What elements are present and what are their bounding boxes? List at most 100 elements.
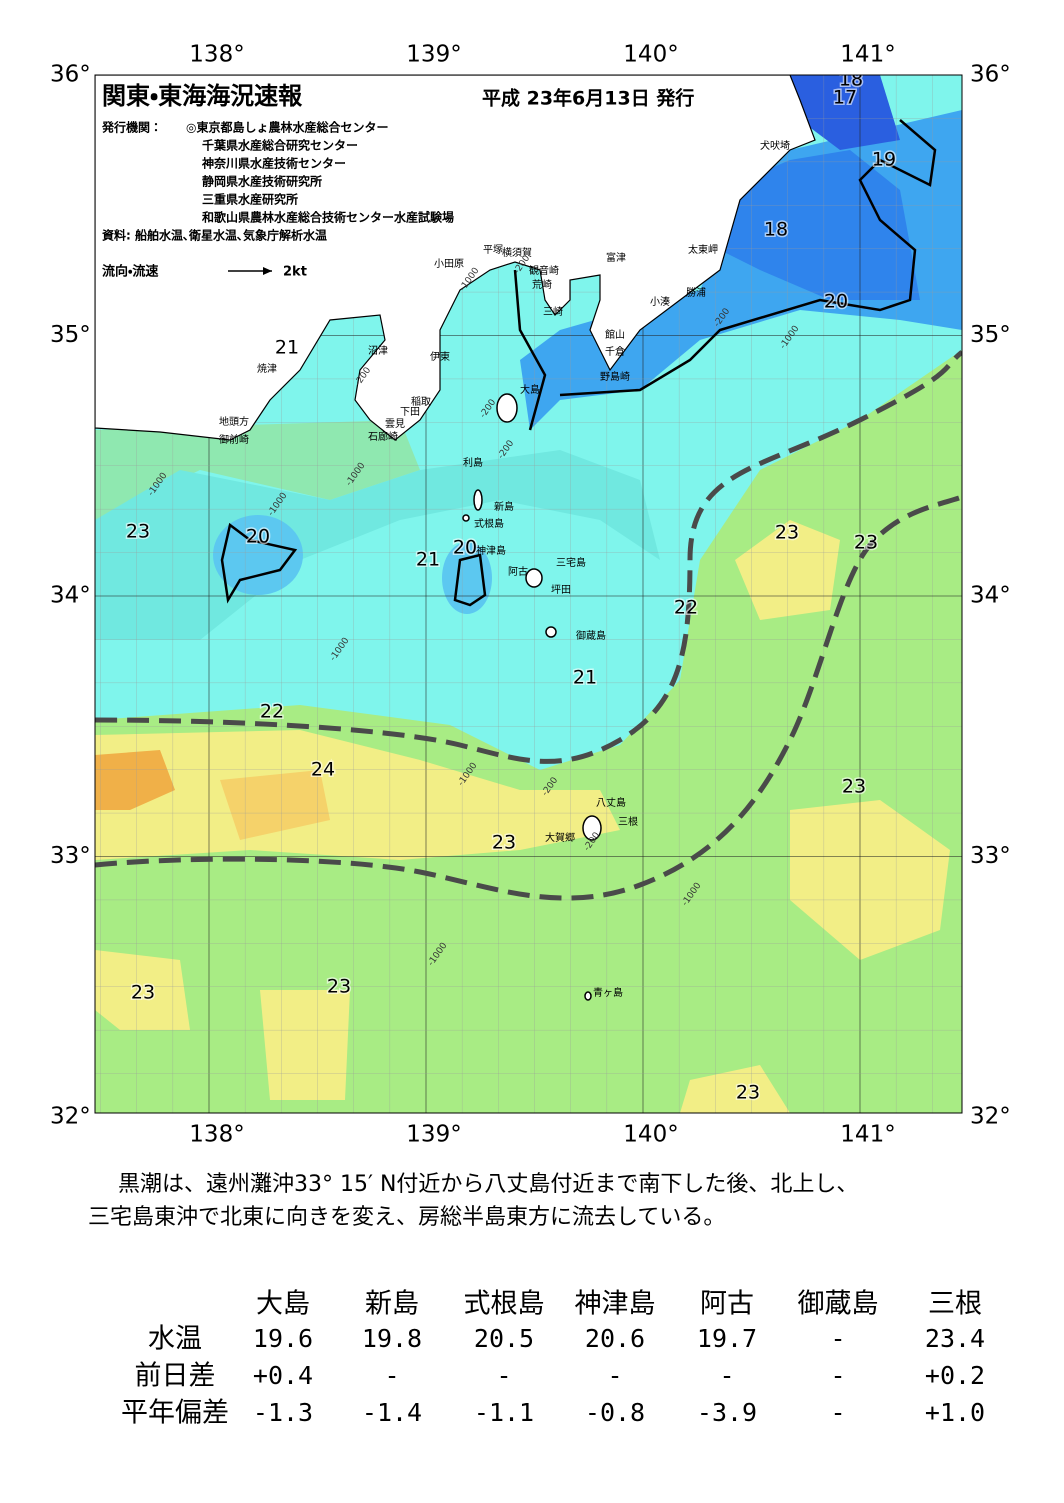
sea-23-warm [260,990,350,1100]
land [95,75,816,441]
place-name: 小田原 [434,258,464,270]
legend-label: 流向・流速 [102,264,158,280]
place-name: 利島 [463,456,483,469]
publisher: 千葉県水産総合研究センター [202,138,358,153]
island [545,626,557,638]
sea-23-warm [680,1065,790,1113]
cell: 19.8 [362,1324,422,1353]
place-name: 稲取 [411,396,431,408]
sea-25 [95,750,175,810]
publishers-label: 発行機関： [101,120,162,135]
publisher: 神奈川県水産技術センター [201,156,346,171]
issue-date: 平成 23年6月13日 発行 [482,87,694,110]
place-name: 犬吠埼 [760,139,790,152]
cell: -1.1 [474,1398,534,1427]
place-name: 地頭方 [219,415,249,428]
island [496,393,518,423]
lat-label: 35° [50,322,91,348]
sea-18 [720,150,920,300]
title-bg [98,82,428,110]
lon-label: 139° [406,42,461,68]
cell: - [830,1398,845,1427]
place-name: 沼津 [368,344,388,357]
lon-label: 138° [189,1122,244,1148]
column-header: 三根 [928,1289,982,1320]
legend-speed: 2kt [283,265,307,280]
sea-17 [790,75,900,150]
place-name: 坪田 [551,583,571,596]
cell: - [830,1361,845,1390]
cell: -1.4 [362,1398,422,1427]
place-name: 神津島 [476,544,506,557]
place-name: 太東岬 [688,243,718,256]
column-header: 御蔵島 [798,1289,879,1320]
isotherm-label: 22 [260,701,284,723]
isotherm-label: 21 [416,549,440,571]
isotherm-label: 24 [311,759,335,781]
sea-22 [95,420,420,520]
publisher: ◎東京都島しょ農林水産総合センター [186,120,388,135]
title: 関東・東海海況速報 [102,82,303,110]
row-label: 水温 [148,1324,202,1355]
isotherm-label: 21 [275,337,299,359]
isotherm-label: 23 [736,1082,760,1104]
isotherm-20 [220,522,298,604]
place-name: 大賀郷 [545,831,575,844]
column-header: 阿古 [700,1289,754,1320]
isotherm-label: 18 [839,69,863,91]
lon-label: 138° [189,42,244,68]
lat-label: 36° [50,62,91,88]
isotherm-label: 20 [246,526,270,548]
place-name: 御蔵島 [576,629,606,642]
cell: 19.6 [253,1324,313,1353]
lat-label: 33° [970,843,1011,869]
place-name: 下田 [400,407,420,418]
lon-label: 141° [840,1122,895,1148]
lat-label: 33° [50,843,91,869]
isotherm-20 [513,269,547,431]
lat-label: 34° [970,583,1011,609]
place-name: 千倉 [605,346,625,358]
kuroshio-axis [95,350,962,764]
isotherm-label: 23 [131,982,155,1004]
place-name: 阿古 [508,565,528,578]
sea-23-warm [95,950,190,1030]
place-name: 伊東 [430,350,450,363]
isotherm-label: 23 [327,976,351,998]
place-name: 三根 [618,815,638,828]
publisher: 和歌山県農林水産総合技術センター水産試験場 [201,210,454,225]
place-name: 観音崎 [529,264,559,277]
summary: 黒潮は、遠州灘沖33° 15′ N付近から八丈島付近まで南下した後、北上し、三宅… [88,1172,858,1230]
cell: -3.9 [697,1398,757,1427]
kuroshio-axis [95,494,962,901]
cell: 23.4 [925,1324,985,1353]
isotherm-label: 22 [674,597,698,619]
island [525,568,543,588]
place-name: 新島 [494,500,514,513]
lon-label: 139° [406,1122,461,1148]
isotherm-label: 23 [126,521,150,543]
summary-line: 黒潮は、遠州灘沖33° 15′ N付近から八丈島付近まで南下した後、北上し、 [118,1172,858,1197]
lon-label: 141° [840,42,895,68]
isotherm-20 [453,553,487,607]
place-name: 野島崎 [600,370,630,383]
cell: 20.6 [585,1324,645,1353]
island [462,514,470,522]
lon-label: 140° [623,42,678,68]
isotherm-label: 19 [872,149,896,171]
cell: +0.2 [925,1361,985,1390]
place-name: 雲見 [385,418,405,430]
sea-20 [213,515,303,595]
isotherm-label: 18 [764,219,788,241]
place-name: 平塚 [483,244,503,256]
place-name: 八丈島 [596,796,626,809]
isotherm-label: 17 [833,87,857,109]
island [473,489,483,511]
place-name: 荒崎 [532,278,552,291]
axes: 138° 138° 139° 139° 140° 140° 141° 141° 36° 36° 35… [50,42,1011,1148]
island [584,991,592,1001]
lat-label: 34° [50,583,91,609]
legend-arrowhead [263,267,272,275]
